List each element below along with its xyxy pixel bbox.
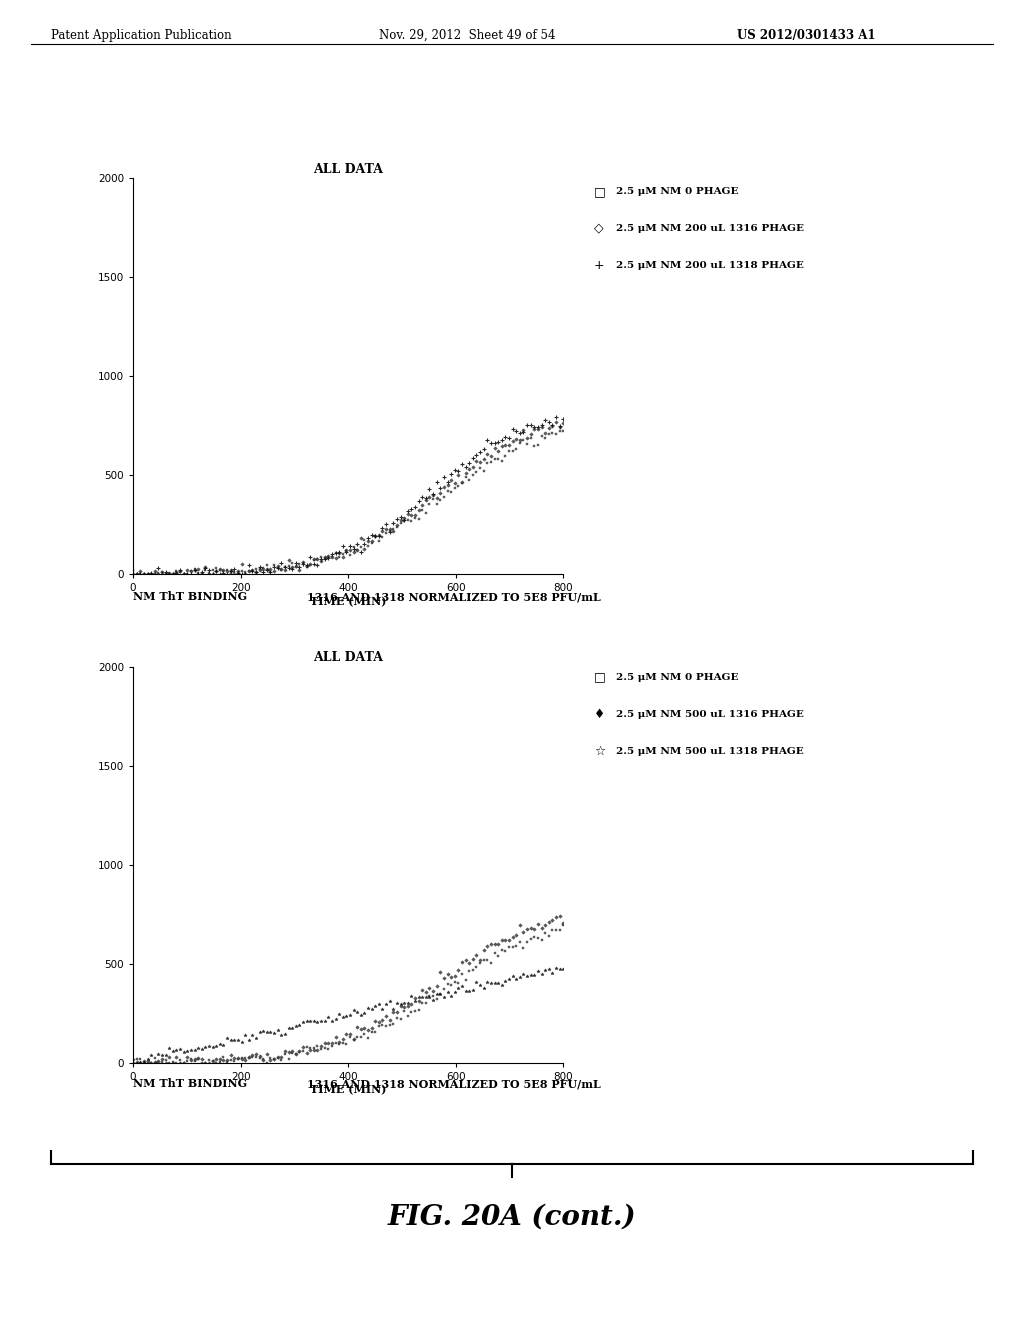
- Text: FIG. 20A (cont.): FIG. 20A (cont.): [388, 1204, 636, 1230]
- Text: ◇: ◇: [594, 222, 603, 235]
- Text: 1316 AND 1318 NORMALIZED TO 5E8 PFU/mL: 1316 AND 1318 NORMALIZED TO 5E8 PFU/mL: [307, 1078, 601, 1089]
- Text: 2.5 μM NM 0 PHAGE: 2.5 μM NM 0 PHAGE: [616, 187, 739, 195]
- Text: Patent Application Publication: Patent Application Publication: [51, 29, 231, 42]
- Text: 2.5 μM NM 500 uL 1316 PHAGE: 2.5 μM NM 500 uL 1316 PHAGE: [616, 710, 804, 718]
- Text: 2.5 μM NM 200 uL 1316 PHAGE: 2.5 μM NM 200 uL 1316 PHAGE: [616, 224, 805, 232]
- X-axis label: TIME (MIN): TIME (MIN): [310, 597, 386, 607]
- Text: 2.5 μM NM 200 uL 1318 PHAGE: 2.5 μM NM 200 uL 1318 PHAGE: [616, 261, 804, 269]
- Text: □: □: [594, 671, 605, 684]
- Text: □: □: [594, 185, 605, 198]
- Title: ALL DATA: ALL DATA: [313, 651, 383, 664]
- Text: 2.5 μM NM 500 uL 1318 PHAGE: 2.5 μM NM 500 uL 1318 PHAGE: [616, 747, 804, 755]
- Text: Nov. 29, 2012  Sheet 49 of 54: Nov. 29, 2012 Sheet 49 of 54: [379, 29, 555, 42]
- Text: NM ThT BINDING: NM ThT BINDING: [133, 1078, 247, 1089]
- Text: NM ThT BINDING: NM ThT BINDING: [133, 591, 247, 602]
- Text: US 2012/0301433 A1: US 2012/0301433 A1: [737, 29, 876, 42]
- Text: ♦: ♦: [594, 708, 605, 721]
- Text: ☆: ☆: [594, 744, 605, 758]
- Title: ALL DATA: ALL DATA: [313, 162, 383, 176]
- Text: 1316 AND 1318 NORMALIZED TO 5E8 PFU/mL: 1316 AND 1318 NORMALIZED TO 5E8 PFU/mL: [307, 591, 601, 602]
- X-axis label: TIME (MIN): TIME (MIN): [310, 1085, 386, 1096]
- Text: 2.5 μM NM 0 PHAGE: 2.5 μM NM 0 PHAGE: [616, 673, 739, 681]
- Text: +: +: [594, 259, 604, 272]
